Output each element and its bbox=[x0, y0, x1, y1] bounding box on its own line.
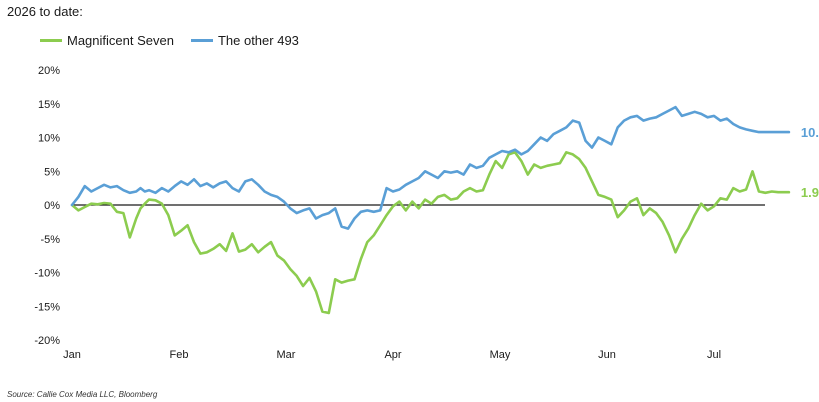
x-tick-label: May bbox=[490, 349, 511, 361]
x-tick-label: Apr bbox=[384, 349, 401, 361]
y-tick-label: 5% bbox=[44, 166, 60, 178]
legend-swatch-blue bbox=[190, 39, 213, 42]
y-tick-label: 20% bbox=[38, 65, 60, 77]
y-tick-label: -15% bbox=[34, 301, 60, 313]
y-tick-label: 0% bbox=[44, 200, 60, 212]
chart-subtitle: 2026 to date: bbox=[7, 4, 83, 19]
y-tick-label: -10% bbox=[34, 268, 60, 280]
series-end-label-other-493: 10.8% bbox=[801, 125, 819, 140]
legend-item-magnificent-seven: Magnificent Seven bbox=[40, 33, 174, 48]
chart-legend: Magnificent Seven The other 493 bbox=[40, 33, 299, 48]
y-tick-label: 10% bbox=[38, 133, 60, 145]
y-tick-label: 15% bbox=[38, 99, 60, 111]
legend-swatch-green bbox=[40, 39, 62, 42]
x-tick-label: Feb bbox=[170, 349, 189, 361]
x-tick-label: Jun bbox=[598, 349, 616, 361]
x-tick-label: Jul bbox=[707, 349, 721, 361]
series-line-magnificent-seven bbox=[70, 151, 791, 315]
legend-item-other-493: The other 493 bbox=[190, 33, 299, 48]
legend-label-other-493: The other 493 bbox=[217, 33, 299, 48]
legend-label-magnificent-seven: Magnificent Seven bbox=[67, 33, 174, 48]
chart-source-note: Source: Callie Cox Media LLC, Bloomberg bbox=[7, 390, 158, 399]
series-end-label-magnificent-seven: 1.9% bbox=[801, 185, 819, 200]
y-tick-label: -20% bbox=[34, 335, 60, 347]
series-line-other-493 bbox=[70, 105, 791, 230]
x-tick-label: Mar bbox=[277, 349, 296, 361]
x-tick-label: Jan bbox=[63, 349, 81, 361]
y-tick-label: -5% bbox=[40, 234, 60, 246]
